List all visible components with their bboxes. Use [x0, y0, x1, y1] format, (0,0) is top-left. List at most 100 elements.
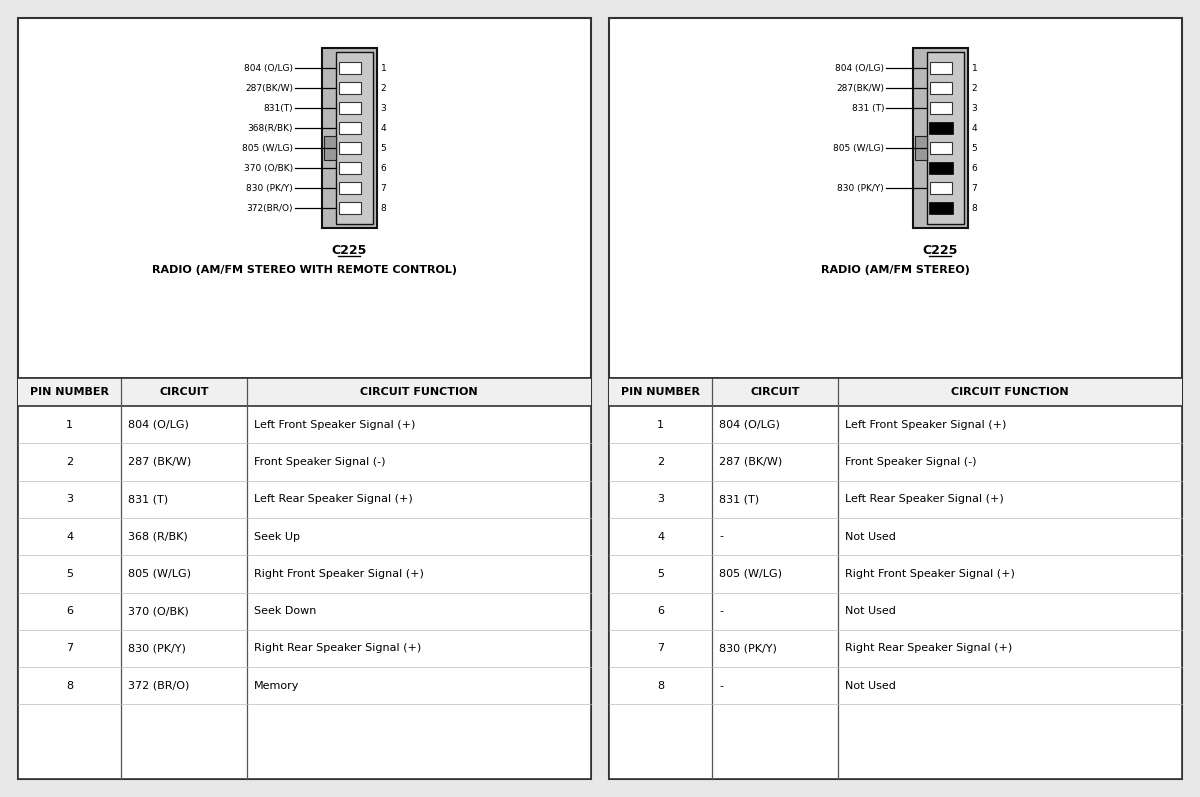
- Text: 831(T): 831(T): [264, 104, 293, 112]
- Text: 2: 2: [658, 457, 664, 467]
- Text: -: -: [719, 607, 724, 616]
- Text: 804 (O/LG): 804 (O/LG): [719, 420, 780, 430]
- Bar: [930, 62, 952, 73]
- Text: 8: 8: [658, 681, 664, 691]
- Text: 372 (BR/O): 372 (BR/O): [128, 681, 190, 691]
- Bar: [338, 62, 361, 73]
- Bar: [338, 142, 361, 154]
- Text: RADIO (AM/FM STEREO): RADIO (AM/FM STEREO): [821, 265, 970, 275]
- Text: 1: 1: [66, 420, 73, 430]
- Text: RADIO (AM/FM STEREO WITH REMOTE CONTROL): RADIO (AM/FM STEREO WITH REMOTE CONTROL): [152, 265, 457, 275]
- Bar: [338, 202, 361, 214]
- Bar: [610, 18, 1182, 779]
- Text: 805 (W/LG): 805 (W/LG): [128, 569, 191, 579]
- Text: 287(BK/W): 287(BK/W): [836, 84, 884, 92]
- Bar: [929, 202, 953, 214]
- Text: 831 (T): 831 (T): [719, 494, 760, 505]
- Text: 4: 4: [972, 124, 977, 132]
- Bar: [930, 102, 952, 114]
- Text: Front Speaker Signal (-): Front Speaker Signal (-): [845, 457, 977, 467]
- Text: 804 (O/LG): 804 (O/LG): [835, 64, 884, 73]
- Bar: [610, 378, 1182, 779]
- Text: 6: 6: [972, 163, 978, 172]
- Bar: [18, 378, 592, 779]
- Text: Seek Down: Seek Down: [254, 607, 317, 616]
- Text: 6: 6: [66, 607, 73, 616]
- Bar: [930, 183, 952, 194]
- Text: 5: 5: [972, 143, 978, 152]
- Text: CIRCUIT FUNCTION: CIRCUIT FUNCTION: [952, 387, 1069, 397]
- Bar: [929, 162, 953, 175]
- Text: 5: 5: [658, 569, 664, 579]
- Bar: [18, 18, 592, 779]
- Text: 1: 1: [380, 64, 386, 73]
- Bar: [914, 136, 928, 160]
- Text: 3: 3: [380, 104, 386, 112]
- Bar: [338, 102, 361, 114]
- Text: 2: 2: [972, 84, 977, 92]
- Bar: [18, 378, 592, 406]
- Text: 7: 7: [380, 183, 386, 193]
- Bar: [610, 378, 1182, 406]
- Text: 368(R/BK): 368(R/BK): [247, 124, 293, 132]
- Text: 7: 7: [658, 643, 664, 654]
- Text: Not Used: Not Used: [845, 681, 896, 691]
- Text: 5: 5: [380, 143, 386, 152]
- Bar: [336, 52, 373, 224]
- Text: 3: 3: [66, 494, 73, 505]
- Text: 8: 8: [380, 203, 386, 213]
- Text: 8: 8: [972, 203, 978, 213]
- Text: 370 (O/BK): 370 (O/BK): [244, 163, 293, 172]
- Text: Right Front Speaker Signal (+): Right Front Speaker Signal (+): [845, 569, 1015, 579]
- Text: C225: C225: [331, 244, 367, 257]
- Text: 7: 7: [66, 643, 73, 654]
- Text: 4: 4: [380, 124, 386, 132]
- Text: 830 (PK/Y): 830 (PK/Y): [838, 183, 884, 193]
- Text: CIRCUIT: CIRCUIT: [160, 387, 209, 397]
- Text: 3: 3: [972, 104, 978, 112]
- Text: Left Rear Speaker Signal (+): Left Rear Speaker Signal (+): [845, 494, 1004, 505]
- Text: 830 (PK/Y): 830 (PK/Y): [128, 643, 186, 654]
- Bar: [324, 136, 336, 160]
- Text: 830 (PK/Y): 830 (PK/Y): [246, 183, 293, 193]
- Bar: [322, 48, 377, 228]
- Text: Front Speaker Signal (-): Front Speaker Signal (-): [254, 457, 385, 467]
- Text: -: -: [719, 532, 724, 541]
- Text: Right Rear Speaker Signal (+): Right Rear Speaker Signal (+): [845, 643, 1013, 654]
- Text: Left Front Speaker Signal (+): Left Front Speaker Signal (+): [845, 420, 1007, 430]
- Text: CIRCUIT: CIRCUIT: [750, 387, 800, 397]
- Bar: [338, 183, 361, 194]
- Text: 804 (O/LG): 804 (O/LG): [244, 64, 293, 73]
- Text: 831 (T): 831 (T): [852, 104, 884, 112]
- Bar: [338, 82, 361, 93]
- Text: PIN NUMBER: PIN NUMBER: [30, 387, 109, 397]
- Bar: [930, 142, 952, 154]
- Text: 7: 7: [972, 183, 978, 193]
- Text: 804 (O/LG): 804 (O/LG): [128, 420, 190, 430]
- Text: 2: 2: [380, 84, 386, 92]
- Text: Left Front Speaker Signal (+): Left Front Speaker Signal (+): [254, 420, 415, 430]
- Text: 805 (W/LG): 805 (W/LG): [833, 143, 884, 152]
- Text: Right Front Speaker Signal (+): Right Front Speaker Signal (+): [254, 569, 424, 579]
- Text: 6: 6: [658, 607, 664, 616]
- Text: 372(BR/O): 372(BR/O): [246, 203, 293, 213]
- Text: 1: 1: [972, 64, 978, 73]
- Text: Not Used: Not Used: [845, 532, 896, 541]
- Text: 5: 5: [66, 569, 73, 579]
- Bar: [926, 52, 964, 224]
- Text: 805 (W/LG): 805 (W/LG): [242, 143, 293, 152]
- Bar: [338, 123, 361, 134]
- Text: 287 (BK/W): 287 (BK/W): [719, 457, 782, 467]
- Text: 2: 2: [66, 457, 73, 467]
- Bar: [929, 122, 953, 135]
- Text: 287(BK/W): 287(BK/W): [245, 84, 293, 92]
- Text: 831 (T): 831 (T): [128, 494, 168, 505]
- Text: C225: C225: [923, 244, 958, 257]
- Text: PIN NUMBER: PIN NUMBER: [622, 387, 700, 397]
- Bar: [338, 163, 361, 174]
- Text: 4: 4: [66, 532, 73, 541]
- Bar: [913, 48, 967, 228]
- Text: Not Used: Not Used: [845, 607, 896, 616]
- Text: 1: 1: [658, 420, 664, 430]
- Text: Right Rear Speaker Signal (+): Right Rear Speaker Signal (+): [254, 643, 421, 654]
